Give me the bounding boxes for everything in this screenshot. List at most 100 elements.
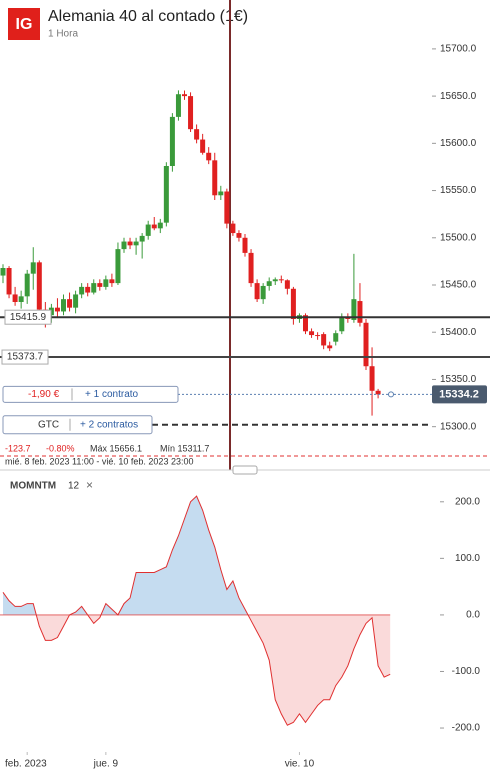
candle-body	[127, 241, 133, 246]
resize-handle[interactable]	[232, 465, 258, 475]
candle-body	[139, 235, 145, 242]
candle-body	[254, 283, 260, 300]
x-tick-label: jue. 9	[93, 759, 119, 770]
candle-body	[351, 299, 357, 320]
candle-body	[97, 283, 103, 287]
candle-body	[260, 285, 266, 300]
momentum-area-negative	[36, 614, 391, 726]
candle-body	[61, 299, 66, 312]
y-tick-label: 15300.0	[440, 421, 477, 432]
candle-body	[91, 283, 97, 293]
candle-body	[357, 301, 363, 323]
candle-body	[218, 191, 224, 196]
order-size: + 2 contratos	[80, 419, 138, 430]
current-price: 15334.2	[439, 388, 479, 400]
position-size: + 1 contrato	[85, 389, 139, 400]
candle-body	[309, 331, 315, 336]
candle-body	[12, 294, 18, 302]
date-range: mié. 8 feb. 2023 11:00 - vié. 10 feb. 20…	[5, 456, 193, 466]
candle-body	[188, 96, 194, 130]
y-tick-label: -200.0	[452, 723, 481, 734]
candle-body	[85, 286, 91, 293]
candle-body	[224, 191, 230, 224]
y-tick-label: 15700.0	[440, 44, 477, 55]
momentum-area-positive	[3, 496, 391, 615]
current-price-box	[432, 385, 487, 404]
candle-body	[163, 166, 169, 223]
candle-body	[266, 281, 272, 286]
logo: IG	[16, 16, 33, 33]
title: Alemania 40 al contado (1€)	[48, 8, 248, 25]
candle-body	[0, 268, 6, 276]
x-tick-label: feb. 2023	[5, 759, 47, 770]
session-high: Máx 15656.1	[90, 443, 142, 453]
candle-body	[18, 296, 24, 302]
candle-body	[369, 366, 375, 391]
momentum-line	[2, 495, 391, 726]
candle-body	[151, 224, 157, 229]
y-tick-label: 15600.0	[440, 138, 477, 149]
candle-body	[109, 279, 115, 284]
indicator-name: MOMNTM	[10, 481, 56, 492]
y-tick-label: 15450.0	[440, 280, 477, 291]
candle-body	[73, 294, 79, 308]
candle-body	[169, 116, 175, 166]
order-kind: GTC	[38, 419, 59, 430]
candle-body	[194, 129, 200, 140]
logo-box	[8, 8, 40, 40]
level-label: 15415.9	[10, 312, 47, 323]
y-tick-label: 200.0	[455, 496, 480, 507]
y-tick-label: -100.0	[452, 666, 481, 677]
indicator-period: 12	[68, 481, 80, 492]
candle-body	[79, 286, 85, 295]
candle-body	[103, 279, 109, 287]
indicator-remove[interactable]: ×	[86, 478, 93, 492]
candle-body	[157, 222, 163, 229]
candle-body	[36, 262, 42, 310]
level-label-box	[4, 309, 52, 325]
position-pnl: -1,90 €	[28, 389, 60, 400]
candle-body	[175, 94, 181, 117]
session-low: Mín 15311.7	[160, 443, 209, 453]
change: -123.7	[5, 443, 31, 453]
candle-body	[230, 223, 236, 234]
level-label: 15373.7	[7, 352, 44, 363]
candle-body	[145, 224, 151, 236]
y-tick-label: 0.0	[466, 610, 480, 621]
candle-body	[24, 273, 30, 297]
current-dot	[388, 391, 394, 398]
candle-body	[200, 139, 206, 153]
candle-body	[333, 333, 339, 342]
candle-body	[54, 307, 60, 312]
candle-body	[6, 268, 12, 295]
candle-body	[375, 390, 381, 395]
candle-body	[133, 241, 139, 246]
candle-body	[67, 299, 73, 308]
candle-body	[290, 288, 296, 319]
x-tick-label: vie. 10	[285, 759, 315, 770]
position-box	[2, 385, 179, 403]
candle-body	[363, 322, 369, 367]
candle-body	[121, 241, 127, 250]
candle-body	[242, 237, 248, 253]
level-label-box	[1, 349, 49, 365]
change-pct: -0.80%	[46, 443, 75, 453]
candle-body	[303, 315, 308, 332]
y-tick-label: 15400.0	[440, 327, 477, 338]
interval: 1 Hora	[48, 29, 78, 40]
candle-body	[248, 252, 254, 284]
candle-body	[272, 279, 278, 282]
y-tick-label: 15500.0	[440, 232, 477, 243]
candle-body	[321, 334, 327, 346]
candle-body	[182, 94, 187, 97]
candle-body	[327, 345, 333, 349]
candle-body	[30, 262, 36, 274]
candle-body	[206, 152, 212, 161]
y-tick-label: 15350.0	[440, 374, 477, 385]
candle-body	[212, 160, 218, 196]
candle-body	[339, 317, 345, 332]
y-tick-label: 15550.0	[440, 185, 477, 196]
candle-body	[236, 233, 242, 238]
candle-body	[284, 280, 290, 289]
